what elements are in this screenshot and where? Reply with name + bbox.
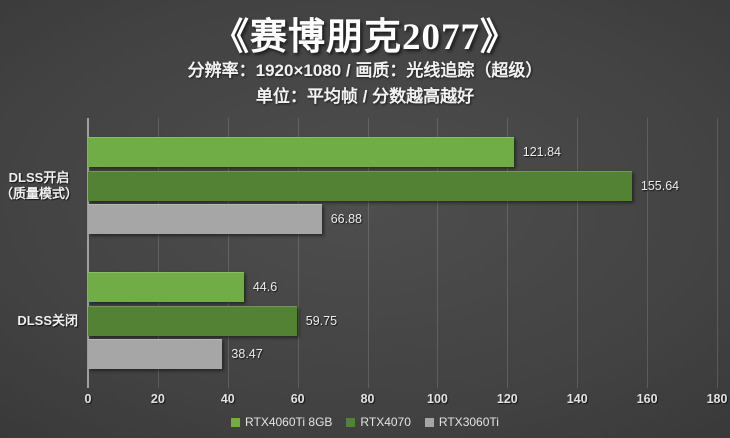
category-label-dlss-off: DLSS关闭 (17, 313, 78, 329)
y-axis-line (87, 118, 89, 388)
bar-rtx4060ti-8gb (88, 137, 514, 167)
bar-row: 121.84 (88, 137, 717, 167)
legend-label: RTX3060Ti (438, 415, 499, 429)
chart-title: 《赛博朋克2077》 (212, 17, 518, 58)
bar-row: 44.6 (88, 272, 717, 302)
bar-rtx4070 (88, 305, 297, 336)
gridline (297, 118, 299, 388)
category-label-line: （质量模式） (0, 185, 78, 201)
gridline (157, 118, 159, 388)
x-tick-label: 0 (84, 392, 92, 406)
category-label-dlss-on: DLSS开启 （质量模式） (0, 170, 78, 202)
value-label: 44.6 (252, 280, 278, 294)
value-label: 121.84 (522, 145, 561, 159)
legend-item-rtx3060ti: RTX3060Ti (424, 415, 499, 429)
bar-rtx4070 (88, 170, 632, 201)
gridline (367, 118, 369, 388)
gridline (507, 118, 509, 388)
gridline (647, 118, 649, 388)
bar-rtx4060ti-8gb (88, 272, 244, 302)
legend-swatch-icon (346, 417, 356, 427)
chart-subtitle-line1: 分辨率：1920×1080 / 画质：光线追踪（超级） (187, 61, 543, 80)
chart-subtitle-line2: 单位：平均帧 / 分数越高越好 (255, 87, 475, 106)
x-tick-label: 160 (636, 392, 658, 406)
x-tick-label: 40 (220, 392, 235, 406)
bar-rtx3060ti (88, 204, 322, 234)
plot-area: 121.84 155.64 66.88 44.6 59.75 38.47 (87, 118, 718, 388)
x-tick-label: 60 (290, 392, 305, 406)
legend-label: RTX4070 (360, 415, 411, 429)
bar-row: 59.75 (88, 305, 717, 336)
x-tick-label: 140 (566, 392, 588, 406)
x-tick-label: 100 (427, 392, 448, 406)
gridline (717, 118, 718, 388)
legend-item-rtx4060ti-8gb: RTX4060Ti 8GB (231, 415, 332, 429)
legend-swatch-icon (231, 417, 241, 427)
legend-swatch-icon (424, 417, 434, 427)
value-label: 59.75 (305, 313, 338, 328)
gridline (227, 118, 229, 388)
legend: RTX4060Ti 8GB RTX4070 RTX3060Ti (0, 415, 730, 429)
bar-row: 38.47 (88, 339, 717, 369)
gridline (437, 118, 439, 388)
legend-item-rtx4070: RTX4070 (346, 415, 411, 429)
x-tick-label: 120 (496, 392, 518, 406)
x-tick-label: 180 (706, 392, 728, 406)
bar-rtx3060ti (88, 339, 223, 369)
x-tick-label: 20 (150, 392, 165, 406)
gridline (577, 118, 579, 388)
category-label-line: DLSS开启 (8, 169, 70, 185)
category-label-line: DLSS关闭 (17, 312, 78, 328)
x-tick-label: 80 (360, 392, 375, 406)
value-label: 66.88 (330, 212, 362, 226)
bar-row: 66.88 (88, 204, 717, 234)
value-label: 38.47 (231, 347, 263, 361)
value-label: 155.64 (640, 178, 680, 193)
bar-row: 155.64 (88, 170, 717, 201)
legend-label: RTX4060Ti 8GB (245, 415, 333, 429)
